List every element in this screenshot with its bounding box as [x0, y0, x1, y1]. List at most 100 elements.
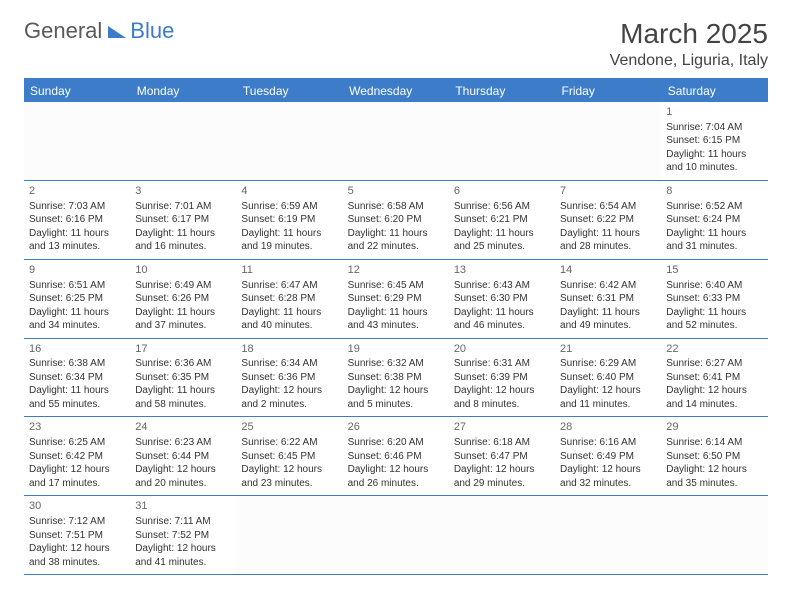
calendar-cell: [130, 102, 236, 180]
sunset-text: Sunset: 6:47 PM: [454, 450, 550, 464]
daylight-text: Daylight: 12 hours and 41 minutes.: [135, 542, 231, 569]
calendar-row: 1Sunrise: 7:04 AMSunset: 6:15 PMDaylight…: [24, 102, 768, 180]
calendar-cell: [449, 496, 555, 575]
day-number: 26: [348, 420, 444, 435]
sunrise-text: Sunrise: 6:47 AM: [241, 279, 337, 293]
weekday-header: Wednesday: [343, 79, 449, 102]
sunrise-text: Sunrise: 6:31 AM: [454, 357, 550, 371]
day-number: 22: [666, 342, 762, 357]
calendar-cell: 14Sunrise: 6:42 AMSunset: 6:31 PMDayligh…: [555, 259, 661, 338]
sunset-text: Sunset: 6:24 PM: [666, 213, 762, 227]
calendar-cell: 29Sunrise: 6:14 AMSunset: 6:50 PMDayligh…: [661, 417, 767, 496]
daylight-text: Daylight: 12 hours and 35 minutes.: [666, 463, 762, 490]
day-number: 4: [241, 184, 337, 199]
calendar-cell: 30Sunrise: 7:12 AMSunset: 7:51 PMDayligh…: [24, 496, 130, 575]
day-number: 14: [560, 263, 656, 278]
day-number: 25: [241, 420, 337, 435]
sunrise-text: Sunrise: 6:40 AM: [666, 279, 762, 293]
weekday-header: Saturday: [661, 79, 767, 102]
sunrise-text: Sunrise: 6:42 AM: [560, 279, 656, 293]
sunset-text: Sunset: 6:25 PM: [29, 292, 125, 306]
logo: General Blue: [24, 18, 174, 44]
day-number: 6: [454, 184, 550, 199]
day-number: 27: [454, 420, 550, 435]
sunrise-text: Sunrise: 6:49 AM: [135, 279, 231, 293]
calendar-cell: 2Sunrise: 7:03 AMSunset: 6:16 PMDaylight…: [24, 180, 130, 259]
calendar-cell: 17Sunrise: 6:36 AMSunset: 6:35 PMDayligh…: [130, 338, 236, 417]
calendar-cell: 4Sunrise: 6:59 AMSunset: 6:19 PMDaylight…: [236, 180, 342, 259]
daylight-text: Daylight: 11 hours and 22 minutes.: [348, 227, 444, 254]
sunrise-text: Sunrise: 6:36 AM: [135, 357, 231, 371]
sunset-text: Sunset: 6:16 PM: [29, 213, 125, 227]
sunset-text: Sunset: 6:20 PM: [348, 213, 444, 227]
daylight-text: Daylight: 12 hours and 26 minutes.: [348, 463, 444, 490]
daylight-text: Daylight: 12 hours and 17 minutes.: [29, 463, 125, 490]
logo-triangle-icon: [108, 26, 126, 38]
sunset-text: Sunset: 6:40 PM: [560, 371, 656, 385]
sunrise-text: Sunrise: 6:34 AM: [241, 357, 337, 371]
day-number: 2: [29, 184, 125, 199]
calendar-cell: [343, 102, 449, 180]
sunset-text: Sunset: 6:49 PM: [560, 450, 656, 464]
sunrise-text: Sunrise: 6:45 AM: [348, 279, 444, 293]
day-number: 13: [454, 263, 550, 278]
calendar-cell: [343, 496, 449, 575]
daylight-text: Daylight: 11 hours and 19 minutes.: [241, 227, 337, 254]
daylight-text: Daylight: 12 hours and 29 minutes.: [454, 463, 550, 490]
day-number: 31: [135, 499, 231, 514]
header: General Blue March 2025 Vendone, Liguria…: [24, 18, 768, 70]
daylight-text: Daylight: 11 hours and 34 minutes.: [29, 306, 125, 333]
calendar-cell: [236, 102, 342, 180]
sunset-text: Sunset: 6:30 PM: [454, 292, 550, 306]
daylight-text: Daylight: 11 hours and 55 minutes.: [29, 384, 125, 411]
sunrise-text: Sunrise: 6:43 AM: [454, 279, 550, 293]
daylight-text: Daylight: 11 hours and 25 minutes.: [454, 227, 550, 254]
sunset-text: Sunset: 6:28 PM: [241, 292, 337, 306]
calendar-cell: 31Sunrise: 7:11 AMSunset: 7:52 PMDayligh…: [130, 496, 236, 575]
daylight-text: Daylight: 11 hours and 37 minutes.: [135, 306, 231, 333]
day-number: 7: [560, 184, 656, 199]
daylight-text: Daylight: 11 hours and 28 minutes.: [560, 227, 656, 254]
calendar-cell: 13Sunrise: 6:43 AMSunset: 6:30 PMDayligh…: [449, 259, 555, 338]
sunset-text: Sunset: 6:33 PM: [666, 292, 762, 306]
calendar-cell: 28Sunrise: 6:16 AMSunset: 6:49 PMDayligh…: [555, 417, 661, 496]
calendar-cell: 5Sunrise: 6:58 AMSunset: 6:20 PMDaylight…: [343, 180, 449, 259]
sunset-text: Sunset: 6:39 PM: [454, 371, 550, 385]
sunset-text: Sunset: 6:15 PM: [666, 134, 762, 148]
sunset-text: Sunset: 6:34 PM: [29, 371, 125, 385]
calendar-cell: 16Sunrise: 6:38 AMSunset: 6:34 PMDayligh…: [24, 338, 130, 417]
title-block: March 2025 Vendone, Liguria, Italy: [610, 18, 768, 70]
weekday-header: Monday: [130, 79, 236, 102]
daylight-text: Daylight: 11 hours and 13 minutes.: [29, 227, 125, 254]
sunrise-text: Sunrise: 6:16 AM: [560, 436, 656, 450]
day-number: 15: [666, 263, 762, 278]
day-number: 24: [135, 420, 231, 435]
sunset-text: Sunset: 6:41 PM: [666, 371, 762, 385]
day-number: 17: [135, 342, 231, 357]
daylight-text: Daylight: 11 hours and 46 minutes.: [454, 306, 550, 333]
daylight-text: Daylight: 11 hours and 40 minutes.: [241, 306, 337, 333]
daylight-text: Daylight: 11 hours and 52 minutes.: [666, 306, 762, 333]
sunset-text: Sunset: 7:52 PM: [135, 529, 231, 543]
calendar-cell: 11Sunrise: 6:47 AMSunset: 6:28 PMDayligh…: [236, 259, 342, 338]
sunrise-text: Sunrise: 6:54 AM: [560, 200, 656, 214]
day-number: 28: [560, 420, 656, 435]
sunrise-text: Sunrise: 7:01 AM: [135, 200, 231, 214]
calendar-cell: [24, 102, 130, 180]
sunrise-text: Sunrise: 7:03 AM: [29, 200, 125, 214]
weekday-header: Sunday: [24, 79, 130, 102]
sunset-text: Sunset: 6:46 PM: [348, 450, 444, 464]
daylight-text: Daylight: 11 hours and 49 minutes.: [560, 306, 656, 333]
calendar-cell: [236, 496, 342, 575]
day-number: 8: [666, 184, 762, 199]
sunrise-text: Sunrise: 6:58 AM: [348, 200, 444, 214]
daylight-text: Daylight: 12 hours and 11 minutes.: [560, 384, 656, 411]
sunrise-text: Sunrise: 6:32 AM: [348, 357, 444, 371]
sunset-text: Sunset: 6:22 PM: [560, 213, 656, 227]
calendar-cell: 24Sunrise: 6:23 AMSunset: 6:44 PMDayligh…: [130, 417, 236, 496]
daylight-text: Daylight: 12 hours and 8 minutes.: [454, 384, 550, 411]
weekday-header: Tuesday: [236, 79, 342, 102]
sunset-text: Sunset: 6:38 PM: [348, 371, 444, 385]
day-number: 29: [666, 420, 762, 435]
location: Vendone, Liguria, Italy: [610, 52, 768, 70]
